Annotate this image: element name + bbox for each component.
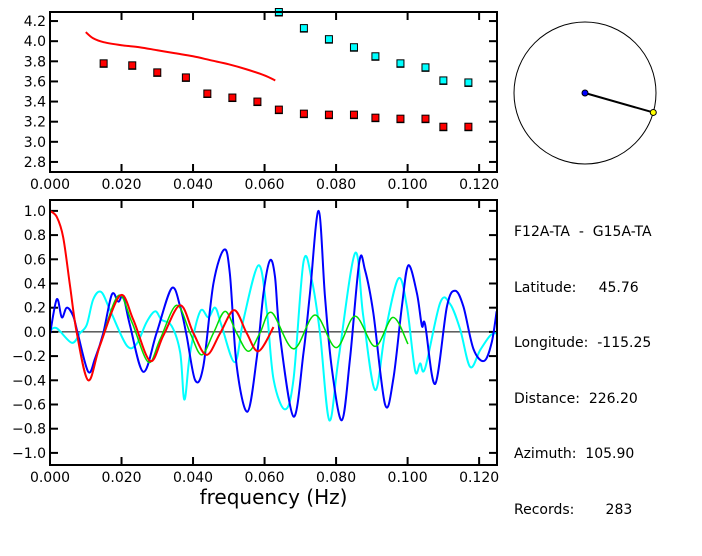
y-tick-label: −0.6 (12, 397, 46, 413)
x-tick-label: 0.000 (30, 177, 70, 193)
y-tick-label: 3.6 (24, 74, 46, 90)
y-tick-label: 0.6 (24, 252, 46, 268)
station-a-marker (581, 89, 589, 97)
azimuth-line (584, 92, 654, 114)
chart-figure: 0.000 0.020 0.040 0.060 0.080 0.100 0.120 2.8 3.… (12, 8, 657, 518)
data-point (274, 105, 283, 114)
data-point (464, 122, 473, 131)
info-distance: Distance: 226.20 (514, 390, 638, 407)
info-latitude: Latitude: 45.76 (514, 279, 639, 296)
x-tick-label: 0.120 (459, 177, 499, 193)
map-circle (513, 21, 657, 165)
data-point (396, 114, 405, 123)
data-point (299, 24, 308, 33)
plot-1: 0.000 0.020 0.040 0.060 0.080 0.100 0.120 −1.0 −… (12, 199, 499, 509)
data-point (371, 113, 380, 122)
data-point (439, 76, 448, 85)
x-tick-label: 0.020 (101, 177, 141, 193)
x-tick-label: 0.040 (173, 177, 213, 193)
y-tick-label: 1.0 (24, 204, 46, 220)
series-line (49, 209, 498, 422)
x-tick-label: 0.040 (173, 470, 213, 486)
station-pair: F12A-TA - G15A-TA (514, 224, 652, 240)
y-tick-label: −0.2 (12, 349, 46, 365)
info-azimuth: Azimuth: 105.90 (514, 446, 635, 462)
y-tick-label: 3.8 (24, 54, 46, 70)
x-tick-label: 0.100 (388, 177, 428, 193)
data-point (128, 61, 137, 70)
plot-frame (49, 199, 498, 466)
y-tick-label: 4.0 (24, 34, 46, 50)
x-tick-label: 0.060 (245, 470, 285, 486)
y-tick-label: 0.8 (24, 228, 46, 244)
data-point (324, 35, 333, 44)
x-tick-label: 0.080 (316, 470, 356, 486)
azimuth-map (513, 21, 657, 165)
x-axis-label: frequency (Hz) (200, 485, 348, 509)
y-tick-label: 0.4 (24, 276, 46, 292)
y-tick-label: 4.2 (24, 14, 46, 30)
data-point (99, 59, 108, 68)
y-tick-label: −0.8 (12, 422, 46, 438)
data-point (371, 52, 380, 61)
data-point (153, 68, 162, 77)
dispersion-curve (85, 31, 276, 82)
data-point (439, 122, 448, 131)
x-tick-label: 0.020 (101, 470, 141, 486)
y-tick-label: 2.8 (24, 155, 46, 171)
data-point (421, 114, 430, 123)
x-tick-label: 0.100 (388, 470, 428, 486)
x-tick-label: 0.000 (30, 470, 70, 486)
data-point (349, 110, 358, 119)
data-point (203, 89, 212, 98)
plot-0: 0.000 0.020 0.040 0.060 0.080 0.100 0.120 2.8 3.… (24, 8, 499, 193)
data-point (253, 97, 262, 106)
data-point (421, 63, 430, 72)
y-tick-label: 3.2 (24, 115, 46, 131)
y-tick-label: −1.0 (12, 446, 46, 462)
info-longitude: Longitude: -115.25 (514, 335, 652, 351)
station-b-marker (649, 108, 657, 116)
series-line (49, 251, 497, 422)
data-point (464, 78, 473, 87)
series-line (49, 210, 275, 382)
data-point (299, 109, 308, 118)
x-tick-label: 0.060 (245, 177, 285, 193)
plots-canvas: 0.000 0.020 0.040 0.060 0.080 0.100 0.120 2.8 3.… (12, 8, 657, 509)
data-point (324, 110, 333, 119)
data-point (349, 43, 358, 52)
series-line (76, 294, 409, 382)
data-point (181, 73, 190, 82)
station-info: F12A-TA - G15A-TA Latitude: 45.76 Longit… (514, 186, 652, 556)
x-tick-label: 0.120 (459, 470, 499, 486)
data-point (396, 59, 405, 68)
info-records: Records: 283 (514, 501, 633, 518)
y-tick-label: 0.0 (24, 325, 46, 341)
y-tick-label: 0.2 (24, 301, 46, 317)
y-tick-label: 3.0 (24, 135, 46, 151)
data-point (228, 93, 237, 102)
y-tick-label: 3.4 (24, 95, 46, 111)
x-tick-label: 0.080 (316, 177, 356, 193)
plot-frame (49, 11, 498, 173)
y-tick-label: −0.4 (12, 373, 46, 389)
